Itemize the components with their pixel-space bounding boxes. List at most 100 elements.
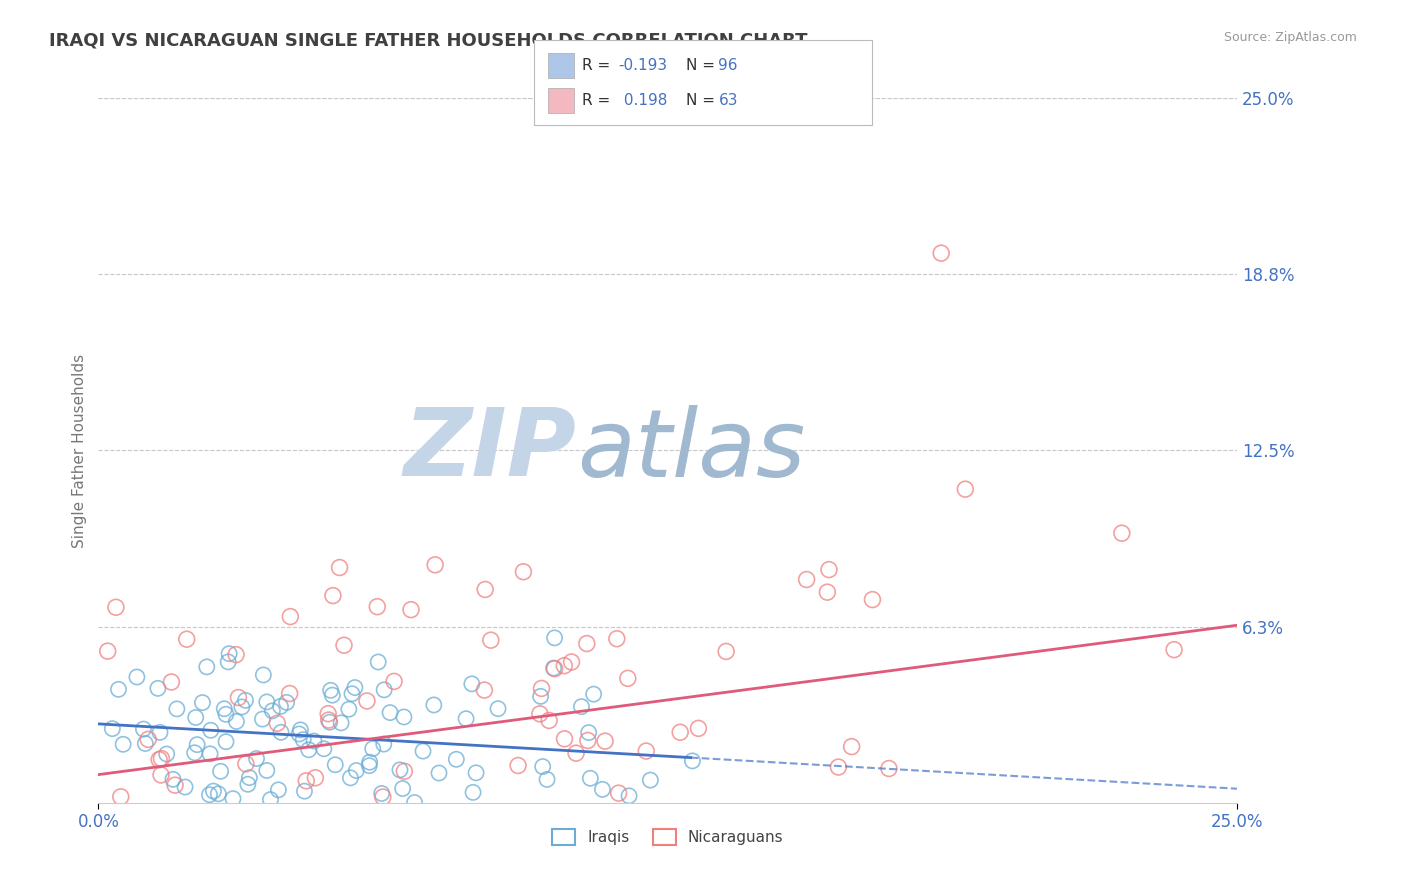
Point	[200, 723, 222, 738]
Point	[862, 592, 884, 607]
Text: ZIP: ZIP	[404, 404, 576, 497]
Point	[209, 764, 232, 779]
Text: Source: ZipAtlas.com: Source: ZipAtlas.com	[1223, 31, 1357, 45]
Point	[174, 780, 197, 794]
Point	[640, 773, 662, 788]
Point	[245, 751, 267, 765]
Point	[343, 681, 366, 695]
Point	[530, 690, 553, 704]
Point	[149, 725, 172, 739]
Point	[198, 747, 221, 761]
Point	[225, 714, 247, 729]
Point	[186, 738, 208, 752]
Point	[955, 482, 977, 496]
Point	[266, 716, 288, 731]
Point	[212, 702, 235, 716]
Point	[538, 714, 561, 728]
Point	[827, 760, 849, 774]
Point	[371, 790, 394, 805]
Point	[474, 582, 496, 597]
Point	[304, 771, 326, 785]
Point	[329, 560, 352, 574]
Point	[276, 695, 298, 709]
Point	[217, 655, 239, 669]
Point	[156, 747, 179, 761]
Point	[319, 683, 342, 698]
Point	[617, 789, 640, 803]
Point	[225, 648, 247, 662]
Point	[184, 710, 207, 724]
Point	[252, 668, 274, 682]
Point	[579, 771, 602, 785]
Point	[101, 722, 124, 736]
Point	[207, 787, 229, 801]
Point	[423, 558, 446, 572]
Point	[578, 725, 600, 739]
Point	[815, 585, 838, 599]
Point	[262, 704, 284, 718]
Point	[543, 662, 565, 676]
Point	[512, 565, 534, 579]
Point	[294, 784, 316, 798]
Point	[215, 735, 238, 749]
Point	[423, 698, 446, 712]
Point	[571, 699, 593, 714]
Legend: Iraqis, Nicaraguans: Iraqis, Nicaraguans	[546, 823, 790, 852]
Point	[280, 609, 302, 624]
Point	[399, 602, 422, 616]
Point	[465, 765, 488, 780]
Point	[132, 722, 155, 736]
Point	[479, 633, 502, 648]
Point	[198, 788, 221, 802]
Point	[636, 744, 658, 758]
Point	[231, 700, 253, 714]
Point	[218, 647, 240, 661]
Point	[136, 732, 159, 747]
Point	[591, 782, 613, 797]
Point	[312, 741, 335, 756]
Point	[222, 791, 245, 805]
Point	[461, 785, 484, 799]
Point	[165, 778, 187, 792]
Point	[427, 766, 450, 780]
Point	[166, 702, 188, 716]
Text: R =: R =	[582, 94, 616, 108]
Point	[530, 681, 553, 696]
Text: 63: 63	[718, 94, 738, 108]
Text: N =: N =	[686, 58, 720, 72]
Point	[412, 744, 434, 758]
Point	[321, 688, 343, 702]
Point	[195, 660, 218, 674]
Point	[454, 712, 477, 726]
Point	[877, 762, 900, 776]
Point	[183, 746, 205, 760]
Point	[531, 759, 554, 773]
Point	[340, 687, 363, 701]
Y-axis label: Single Father Households: Single Father Households	[72, 353, 87, 548]
Text: 0.198: 0.198	[619, 94, 666, 108]
Point	[576, 733, 599, 747]
Point	[97, 644, 120, 658]
Point	[270, 725, 292, 739]
Point	[529, 706, 551, 721]
Point	[344, 764, 367, 778]
Point	[191, 696, 214, 710]
Point	[150, 751, 173, 765]
Point	[818, 563, 841, 577]
Text: 96: 96	[718, 58, 738, 72]
Point	[146, 681, 169, 696]
Point	[582, 687, 605, 701]
Point	[370, 787, 392, 801]
Point	[359, 758, 381, 772]
Text: N =: N =	[686, 94, 720, 108]
Point	[553, 658, 575, 673]
Point	[543, 631, 565, 645]
Point	[202, 784, 225, 798]
Point	[134, 737, 156, 751]
Point	[269, 699, 291, 714]
Point	[565, 746, 588, 760]
Point	[125, 670, 148, 684]
Point	[474, 683, 496, 698]
Point	[322, 589, 344, 603]
Point	[278, 687, 301, 701]
